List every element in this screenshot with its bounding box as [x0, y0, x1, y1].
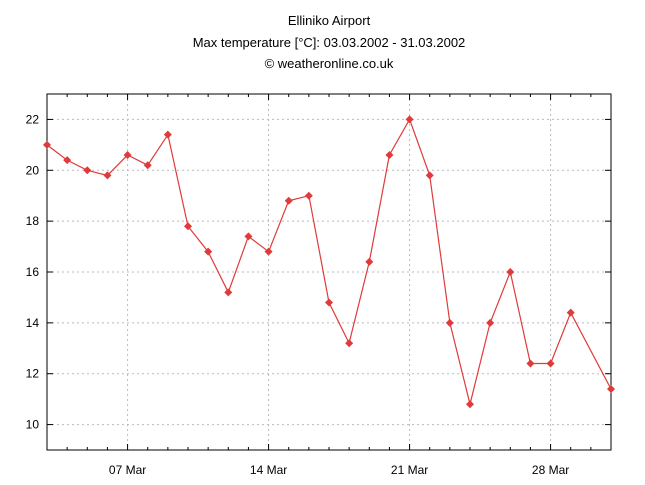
chart-title: Elliniko Airport [288, 13, 371, 28]
data-point [204, 247, 213, 256]
data-point [506, 268, 515, 276]
series-line [46, 117, 612, 405]
data-point [103, 171, 112, 180]
y-tick-label: 12 [26, 367, 40, 381]
data-point [264, 247, 273, 256]
x-tick-label: 21 Mar [391, 463, 428, 477]
data-point [43, 140, 51, 149]
data-point [143, 161, 152, 170]
y-tick-label: 14 [26, 316, 40, 330]
data-point [284, 196, 293, 205]
data-point [385, 151, 394, 160]
data-series [43, 115, 615, 409]
data-point [425, 171, 434, 180]
data-point [486, 318, 495, 327]
chart-credit: © weatheronline.co.uk [265, 56, 394, 71]
data-point [405, 115, 414, 124]
plot-frame [46, 93, 612, 451]
y-tick-label: 18 [26, 214, 40, 228]
y-tick-label: 10 [26, 418, 40, 432]
data-point [607, 384, 615, 393]
x-tick-label: 14 Mar [250, 463, 287, 477]
x-tick-label: 07 Mar [109, 463, 146, 477]
y-tick-label: 16 [26, 265, 40, 279]
data-point [566, 308, 575, 317]
data-point [546, 359, 555, 368]
data-point [163, 130, 172, 139]
data-point [304, 191, 313, 200]
data-point [123, 151, 132, 160]
data-point [224, 288, 233, 297]
y-tick-label: 22 [26, 112, 40, 126]
y-tick-label: 20 [26, 163, 40, 177]
data-point [526, 359, 535, 368]
chart-subtitle: Max temperature [°C]: 03.03.2002 - 31.03… [193, 35, 466, 50]
data-point [184, 222, 192, 231]
x-tick-label: 28 Mar [532, 463, 569, 477]
data-point [365, 257, 374, 266]
data-point [244, 232, 253, 241]
data-point [466, 400, 474, 409]
data-point [63, 156, 72, 165]
data-point [325, 298, 333, 307]
data-point [345, 339, 354, 348]
data-point [445, 318, 454, 327]
axes: 10 12 14 16 18 20 22 07 Mar 14 Mar 21 Mar 28 Mar [26, 93, 612, 477]
data-point [83, 166, 92, 175]
grid-lines [47, 94, 611, 450]
